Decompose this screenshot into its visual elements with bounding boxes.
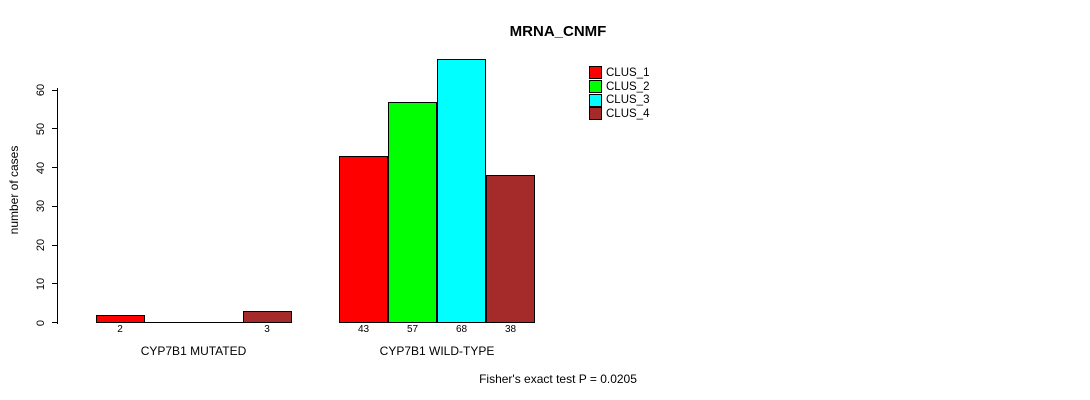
legend-item-clus_4: CLUS_4 <box>589 107 649 121</box>
category-label: CYP7B1 MUTATED <box>140 343 247 358</box>
legend-swatch-icon <box>589 66 602 80</box>
legend-label: CLUS_3 <box>606 94 650 107</box>
y-axis-tick-label: 30 <box>35 200 47 213</box>
y-axis-tick <box>52 205 57 207</box>
y-axis-tick-label: 50 <box>35 122 47 136</box>
y-axis-tick-label: 40 <box>35 161 47 174</box>
y-axis-tick-label: 10 <box>35 277 47 290</box>
bar-clus_4 <box>486 175 535 323</box>
legend-swatch-icon <box>589 80 602 94</box>
legend-swatch-icon <box>589 107 602 121</box>
bar-value-label: 3 <box>264 323 270 335</box>
legend-item-clus_1: CLUS_1 <box>589 66 649 80</box>
legend-label: CLUS_4 <box>606 107 650 120</box>
y-axis-tick <box>52 244 57 246</box>
y-axis-line <box>57 88 58 324</box>
y-axis-tick-label: 20 <box>35 238 47 252</box>
legend: CLUS_1 CLUS_2 CLUS_3 CLUS_4 <box>589 66 649 121</box>
bar-clus_1 <box>339 156 388 323</box>
bar-clus_2 <box>388 101 437 323</box>
bar-value-label: 43 <box>357 323 370 335</box>
legend-item-clus_2: CLUS_2 <box>589 80 649 94</box>
y-axis-tick <box>52 167 57 169</box>
bar-value-label: 68 <box>455 323 468 335</box>
y-axis-tick <box>52 128 57 130</box>
y-axis-tick <box>52 283 57 285</box>
bar-clus_3 <box>437 59 486 323</box>
y-axis-tick-label: 0 <box>35 319 47 326</box>
bar-value-label: 57 <box>406 323 419 335</box>
chart-title: MRNA_CNMF <box>509 23 607 40</box>
y-axis-tick <box>52 322 57 323</box>
legend-label: CLUS_1 <box>606 66 650 79</box>
bar-clus_4 <box>242 310 292 323</box>
bar-clus_1 <box>95 314 145 323</box>
bar-value-label: 2 <box>117 323 123 335</box>
legend-swatch-icon <box>589 93 602 107</box>
legend-item-clus_3: CLUS_3 <box>589 93 649 107</box>
annotation-text: Fisher's exact test P = 0.0205 <box>479 372 637 386</box>
y-axis-tick <box>52 89 57 91</box>
group-baseline <box>95 322 292 323</box>
legend-label: CLUS_2 <box>606 80 650 93</box>
y-axis-label: number of cases <box>7 145 21 235</box>
bar-value-label: 38 <box>504 323 517 335</box>
category-label: CYP7B1 WILD-TYPE <box>379 343 495 358</box>
y-axis-tick-label: 60 <box>35 84 47 97</box>
